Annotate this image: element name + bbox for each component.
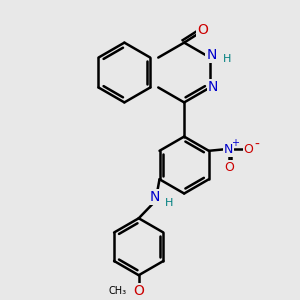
Text: -: - <box>254 138 259 152</box>
Text: H: H <box>223 54 231 64</box>
Text: O: O <box>224 161 234 174</box>
Text: O: O <box>197 23 208 37</box>
Text: N: N <box>208 80 218 94</box>
Text: N: N <box>206 48 217 62</box>
Text: N: N <box>224 143 233 156</box>
Text: N: N <box>149 190 160 204</box>
Text: O: O <box>133 284 144 298</box>
Text: CH₃: CH₃ <box>109 286 127 296</box>
Text: H: H <box>165 198 174 208</box>
Text: O: O <box>244 143 254 156</box>
Text: +: + <box>231 138 239 148</box>
